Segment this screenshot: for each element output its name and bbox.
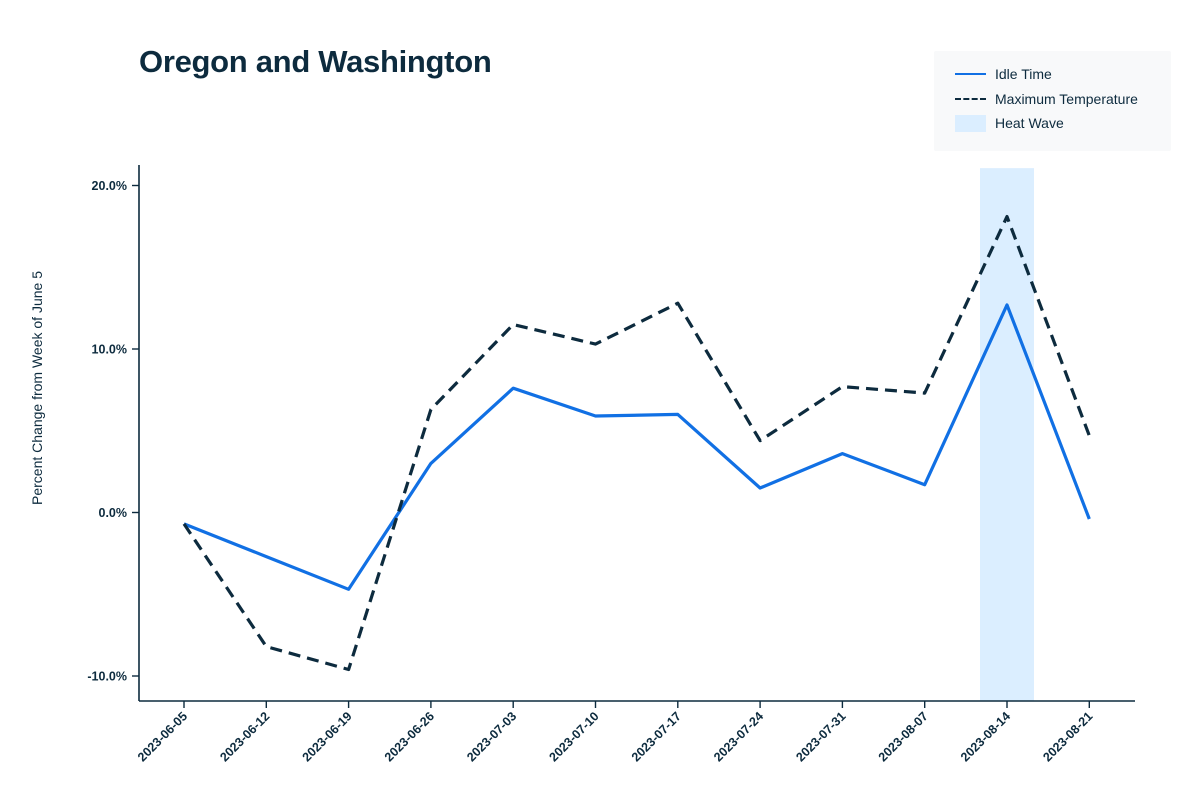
legend-label-heat-wave: Heat Wave: [995, 115, 1064, 131]
x-tick-label: 2023-08-21: [1040, 709, 1095, 764]
series-layer: [182, 215, 1091, 672]
x-tick-label: 2023-07-17: [629, 709, 684, 764]
legend-swatch-dashed-line: [955, 89, 986, 109]
series-line-idle-time: [183, 303, 1091, 591]
x-tick-label: 2023-07-31: [793, 709, 848, 764]
shaded-region-layer: [980, 168, 1034, 701]
x-tick-label: 2023-06-12: [217, 709, 272, 764]
legend-label-idle-time: Idle Time: [995, 66, 1052, 82]
x-tick-label: 2023-06-26: [382, 709, 437, 764]
axis-layer: -10.0% 0.0% 10.0% 20.0% 2023-06-05 2023-06-12…: [87, 165, 1135, 764]
legend-item-maximum-temperature: Maximum Temperature: [955, 89, 1138, 109]
legend-label-maximum-temperature: Maximum Temperature: [995, 91, 1138, 107]
y-tick-label: 10.0%: [92, 343, 127, 357]
y-tick-label: 0.0%: [99, 506, 128, 520]
x-tick-label: 2023-07-03: [464, 709, 519, 764]
y-axis-label: Percent Change from Week of June 5: [29, 271, 45, 505]
x-tick-label: 2023-06-19: [300, 709, 355, 764]
x-tick-label: 2023-08-07: [876, 709, 931, 764]
x-tick-label: 2023-06-05: [135, 709, 190, 764]
x-tick-label: 2023-07-10: [547, 709, 602, 764]
chart-title: Oregon and Washington: [139, 44, 492, 79]
heat-wave-shaded-region: [980, 168, 1034, 701]
legend-swatch-solid-line: [955, 64, 986, 84]
legend: Idle Time Maximum Temperature Heat Wave: [934, 51, 1171, 151]
x-tick-label: 2023-07-24: [711, 709, 766, 764]
x-tick-label: 2023-08-14: [958, 709, 1013, 764]
y-tick-label: -10.0%: [87, 670, 127, 684]
y-tick-label: 20.0%: [92, 179, 127, 193]
legend-swatch-shaded-patch: [955, 114, 986, 132]
legend-item-idle-time: Idle Time: [955, 64, 1052, 84]
legend-item-heat-wave: Heat Wave: [955, 113, 1064, 133]
series-line-maximum-temperature: [182, 215, 1091, 672]
